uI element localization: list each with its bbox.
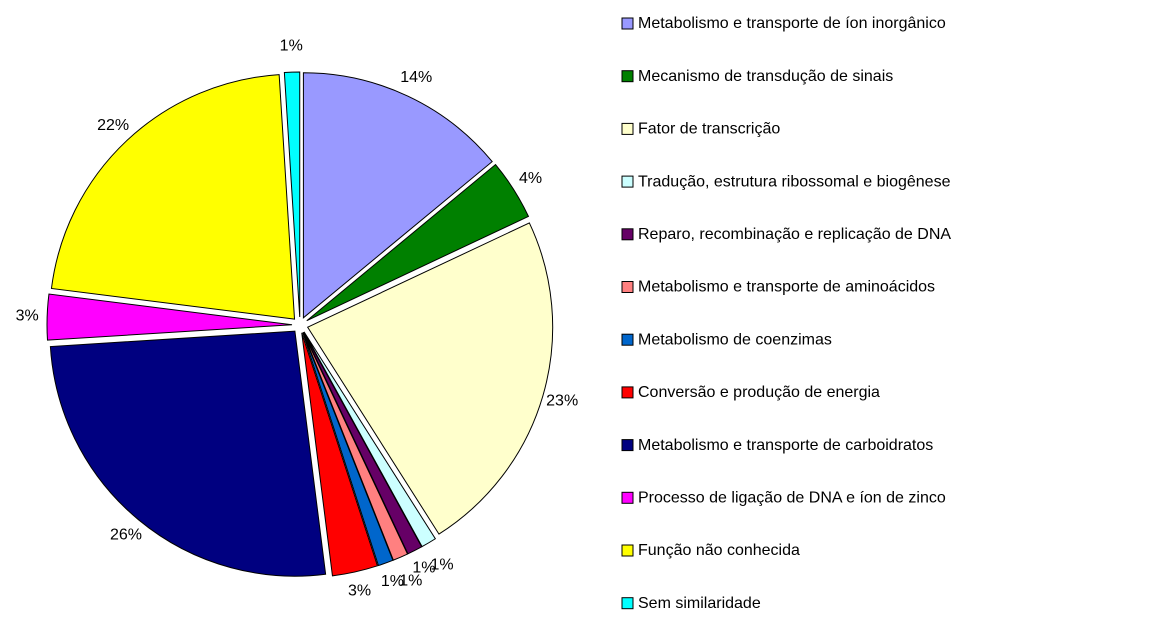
legend-label: Conversão e produção de energia (638, 384, 880, 401)
pie-slice (283, 71, 301, 318)
pie-slice (302, 332, 409, 561)
legend-label: Metabolismo e transporte de aminoácidos (638, 279, 935, 296)
legend-label: Metabolismo e transporte de íon inorgâni… (638, 15, 946, 32)
data-label: 26% (110, 527, 142, 544)
data-label: 3% (16, 308, 39, 325)
legend-label: Metabolismo de coenzimas (638, 331, 832, 348)
data-label: 1% (399, 572, 422, 589)
pie-slice (302, 332, 394, 567)
legend-label: Reparo, recombinação e replicação de DNA (638, 226, 951, 243)
legend-swatch (621, 228, 634, 241)
legend-swatch (621, 333, 634, 346)
legend-label: Mecanismo de transdução de sinais (638, 68, 893, 85)
data-label: 22% (97, 117, 129, 134)
legend-swatch (621, 439, 634, 452)
legend-swatch (621, 122, 634, 135)
legend-label: Metabolismo e transporte de carboidratos (638, 437, 933, 454)
legend-swatch (621, 175, 634, 188)
pie-slice (303, 331, 423, 555)
pie-slice (50, 74, 296, 320)
data-label: 1% (412, 559, 435, 576)
legend-swatch (621, 281, 634, 293)
legend-label: Função não conhecida (638, 542, 800, 559)
pie-slice (306, 222, 554, 535)
legend-label: Tradução, estrutura ribossomal e biogêne… (638, 173, 951, 190)
pie-slice (303, 331, 437, 548)
pie-slice (49, 330, 327, 577)
legend-swatch (621, 17, 634, 30)
legend-swatch (621, 544, 634, 557)
pie-slice (46, 293, 293, 341)
pie-slice (306, 163, 530, 322)
data-label: 23% (546, 392, 578, 409)
data-label: 14% (400, 69, 432, 86)
legend-label: Processo de ligação de DNA e íon de zinc… (638, 490, 946, 507)
legend-label: Sem similaridade (638, 595, 761, 612)
legend-label: Fator de transcrição (638, 121, 780, 138)
pie-slice (302, 72, 493, 319)
legend-swatch (621, 386, 634, 399)
data-label: 1% (381, 573, 404, 590)
data-label: 4% (519, 170, 542, 187)
legend-swatch (621, 70, 634, 83)
data-label: 1% (430, 556, 453, 573)
legend-swatch (621, 491, 634, 504)
legend-swatch (621, 597, 634, 610)
pie-slice (301, 332, 379, 577)
data-label: 1% (280, 37, 303, 54)
data-label: 3% (348, 583, 371, 600)
